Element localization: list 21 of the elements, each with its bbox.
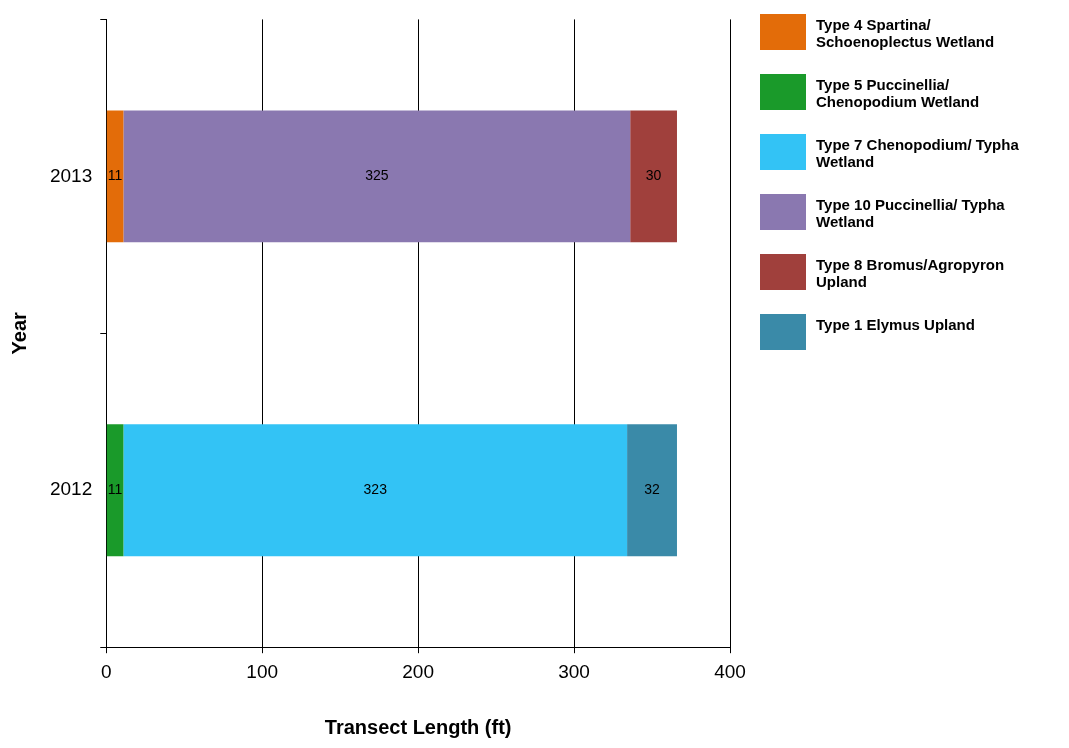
x-tick-label: 400 xyxy=(714,660,746,682)
data-label: 323 xyxy=(363,481,388,498)
legend-label: Type 1 Elymus Upland xyxy=(816,315,976,333)
data-label: 11 xyxy=(107,167,123,184)
y-tick-label: 2013 xyxy=(49,164,93,186)
legend-label: Type 8 Bromus/Agropyron Upland xyxy=(816,255,1006,290)
x-axis-title: Transect Length (ft) xyxy=(324,715,512,738)
y-axis-title: Year xyxy=(7,311,30,355)
data-label: 32 xyxy=(644,481,661,498)
legend-label: Type 7 Chenopodium/ Typha Wetland xyxy=(816,135,1020,170)
legend-label: Type 10 Puccinellia/ Typha Wetland xyxy=(816,195,1006,230)
legend-label: Type 4 Spartina/ Schoenoplectus Wetland xyxy=(816,15,996,50)
x-tick-label: 100 xyxy=(246,660,279,682)
legend-label: Type 5 Puccinellia/ Chenopodium Wetland xyxy=(816,75,981,110)
x-tick-label: 0 xyxy=(100,660,112,682)
data-label: 325 xyxy=(365,167,389,184)
x-tick-label: 200 xyxy=(402,660,434,682)
y-tick-label: 2012 xyxy=(49,478,93,500)
data-label: 11 xyxy=(107,481,123,498)
x-tick-label: 300 xyxy=(558,660,590,682)
data-label: 30 xyxy=(645,167,662,184)
